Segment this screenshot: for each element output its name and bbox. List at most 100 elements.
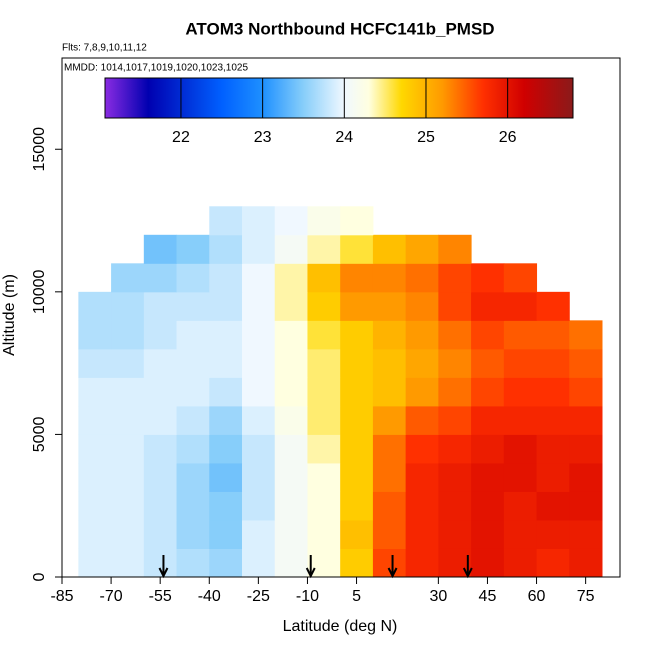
y-tick-label: 0 [31, 572, 48, 581]
x-axis-label: Latitude (deg N) [283, 618, 398, 635]
heat-cell [503, 405, 538, 435]
colorbar-tick-label: 25 [417, 129, 435, 146]
heat-cell [143, 462, 178, 492]
x-tick-label: -25 [247, 588, 270, 605]
heat-cell [569, 519, 603, 549]
heat-cell [209, 206, 243, 236]
heat-cell [176, 462, 210, 492]
heat-cell [536, 491, 570, 521]
heat-cell [340, 320, 374, 350]
heat-cell [209, 291, 243, 321]
heat-cell [274, 320, 308, 350]
heat-cell [340, 434, 374, 464]
heat-cell [274, 377, 308, 407]
heat-cell [78, 320, 112, 350]
heat-cell [503, 291, 538, 321]
heat-cell [143, 320, 178, 350]
heat-cell [340, 462, 374, 492]
heat-cell [307, 263, 341, 293]
heat-cell [307, 462, 341, 492]
heat-cell [438, 377, 472, 407]
heat-cell [340, 263, 374, 293]
heat-cell [372, 234, 407, 264]
heat-cell [274, 348, 308, 378]
heat-cell [176, 377, 210, 407]
heat-cell [307, 206, 341, 236]
heat-cell [340, 405, 374, 435]
x-tick-label: 60 [528, 588, 546, 605]
heat-cell [536, 405, 570, 435]
heat-cell [438, 291, 472, 321]
heat-cell [503, 377, 538, 407]
heat-cell [143, 491, 178, 521]
heat-cell [143, 348, 178, 378]
heat-cell [438, 462, 472, 492]
heat-cell [438, 320, 472, 350]
heat-cell [274, 234, 308, 264]
heat-cell [111, 519, 145, 549]
heat-cell [242, 320, 276, 350]
heat-cell [78, 291, 112, 321]
heat-cell [209, 548, 243, 578]
heat-cell [274, 519, 308, 549]
heat-cell [307, 377, 341, 407]
heat-cell [372, 462, 407, 492]
heat-cell [536, 434, 570, 464]
heat-cell [78, 377, 112, 407]
heat-cell [438, 405, 472, 435]
heat-cell [143, 291, 178, 321]
heat-cell [78, 462, 112, 492]
flight-arrow [387, 555, 398, 579]
heat-cell [569, 434, 603, 464]
heat-cell [242, 462, 276, 492]
heat-cell [307, 405, 341, 435]
heat-cell [176, 320, 210, 350]
heat-cell [536, 377, 570, 407]
heat-cell [569, 548, 603, 578]
heat-cell [176, 348, 210, 378]
heat-cell [438, 519, 472, 549]
heat-cell [274, 491, 308, 521]
heat-cell [536, 348, 570, 378]
heat-cell [471, 548, 505, 578]
heat-cell [209, 434, 243, 464]
heat-cell [176, 548, 210, 578]
heat-cell [176, 405, 210, 435]
heat-cell [471, 377, 505, 407]
heat-cell [242, 405, 276, 435]
heat-cell [372, 291, 407, 321]
heat-cell [405, 263, 439, 293]
heat-cell [471, 348, 505, 378]
heat-cell [209, 462, 243, 492]
heat-cell [405, 348, 439, 378]
heat-cell [405, 519, 439, 549]
heat-cell [143, 234, 178, 264]
heat-cell [78, 348, 112, 378]
heat-cell [340, 519, 374, 549]
heat-cell [372, 263, 407, 293]
heat-cell [209, 234, 243, 264]
heat-cell [176, 263, 210, 293]
x-tick-label: 75 [577, 588, 595, 605]
heat-cell [569, 405, 603, 435]
heat-cell [536, 320, 570, 350]
x-tick-label: -40 [198, 588, 221, 605]
heat-cell [111, 291, 145, 321]
y-tick-label: 15000 [31, 127, 48, 172]
heat-cell [340, 291, 374, 321]
heat-cell [307, 234, 341, 264]
y-axis-label: Altitude (m) [1, 274, 18, 356]
heat-cell [405, 434, 439, 464]
heat-cell [438, 348, 472, 378]
heat-cell [143, 377, 178, 407]
heat-cell [111, 548, 145, 578]
heat-cell [503, 548, 538, 578]
heat-cell [176, 434, 210, 464]
heat-cell [242, 291, 276, 321]
heat-cell [274, 206, 308, 236]
heat-cell [340, 377, 374, 407]
heat-cell [438, 234, 472, 264]
heat-cell [471, 405, 505, 435]
chart-title: ATOM3 Northbound HCFC141b_PMSD [185, 19, 494, 38]
